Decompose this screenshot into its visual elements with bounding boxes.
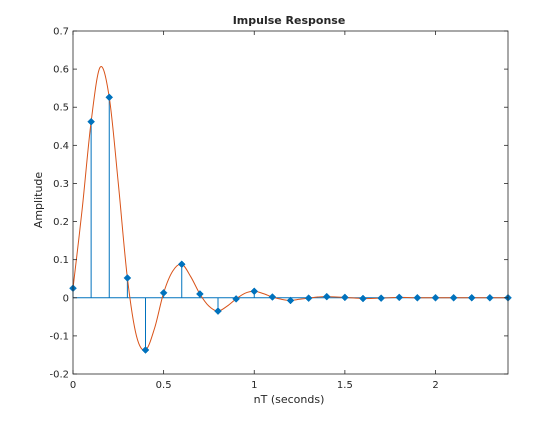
x-tick-label: 2 bbox=[432, 380, 438, 391]
x-tick-label: 1.5 bbox=[337, 380, 353, 391]
stem-marker bbox=[304, 294, 313, 303]
stem-marker bbox=[359, 294, 367, 303]
axes-layer: 0 0.5 1 1.5 2 -0.2 -0.1 0 0.1 0.2 0.3 0.4 0.5 0.6 0.7 bbox=[49, 27, 509, 391]
stem-marker bbox=[123, 274, 132, 282]
y-tick-label: -0.2 bbox=[49, 370, 69, 381]
y-tick-label: 0.1 bbox=[53, 255, 69, 266]
stem-marker bbox=[250, 287, 259, 296]
stem-marker bbox=[467, 293, 476, 302]
plot-background bbox=[73, 31, 508, 374]
response-curve bbox=[72, 66, 508, 351]
stem-marker bbox=[322, 292, 331, 301]
stem-marker bbox=[214, 307, 222, 315]
stem-marker bbox=[377, 294, 385, 303]
stem-marker bbox=[141, 346, 150, 354]
stem-marker bbox=[341, 293, 349, 302]
y-tick-label: 0.3 bbox=[53, 179, 69, 190]
stem-marker bbox=[232, 295, 240, 303]
stem-marker bbox=[431, 293, 440, 302]
chart-title: Impulse Response bbox=[233, 14, 346, 27]
y-tick-label: 0.6 bbox=[53, 65, 69, 76]
x-tick-label: 1 bbox=[251, 380, 257, 391]
stem-marker bbox=[177, 260, 186, 269]
stem-marker bbox=[196, 290, 204, 298]
stem-marker bbox=[395, 293, 404, 302]
stem-marker bbox=[286, 296, 295, 305]
stem-marker bbox=[449, 293, 458, 302]
stem-marker bbox=[413, 293, 422, 302]
stem-marker bbox=[159, 288, 168, 297]
stem-marker bbox=[105, 93, 114, 102]
stem-marker bbox=[486, 293, 494, 302]
x-tick-label: 0 bbox=[70, 380, 76, 391]
data-layer bbox=[69, 66, 512, 354]
y-tick-label: 0.5 bbox=[53, 103, 69, 114]
x-axis-label: nT (seconds) bbox=[254, 393, 325, 406]
x-tick-label: 0.5 bbox=[156, 380, 172, 391]
y-tick-label: 0.4 bbox=[53, 141, 69, 152]
plot-area bbox=[73, 31, 508, 374]
y-tick-label: 0.2 bbox=[53, 217, 69, 228]
stem-marker bbox=[87, 117, 95, 126]
y-axis-label: Amplitude bbox=[32, 172, 45, 229]
axes-box bbox=[72, 30, 509, 375]
y-tick-label: 0.7 bbox=[53, 27, 69, 38]
y-tick-label: 0 bbox=[63, 293, 69, 304]
stem-marker bbox=[268, 293, 277, 301]
y-tick-label: -0.1 bbox=[49, 331, 69, 342]
